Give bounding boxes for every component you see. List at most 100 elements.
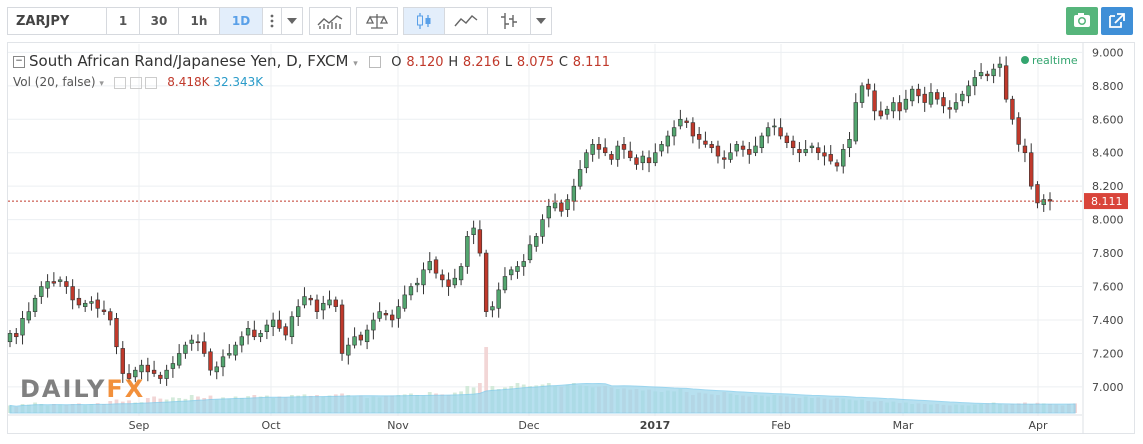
open-value: 8.120 (406, 55, 444, 70)
candle-body (346, 344, 351, 356)
candle-body (621, 144, 627, 150)
y-tick-label: 7.800 (1092, 247, 1124, 260)
candle-body (408, 286, 414, 296)
time-axis[interactable]: Sep Oct Nov Dec 2017 Feb Mar Apr (8, 414, 1082, 432)
candle-body (803, 149, 808, 154)
popout-button[interactable] (1101, 7, 1133, 35)
candle-body (195, 341, 201, 344)
candle-body (646, 157, 652, 164)
screenshot-button[interactable] (1066, 7, 1098, 35)
candle-body (64, 281, 69, 287)
settings-icon[interactable] (368, 55, 381, 68)
interval-30-label: 30 (150, 14, 168, 28)
candle-body (722, 157, 727, 160)
candle-body (471, 227, 476, 235)
candle-body (139, 364, 144, 373)
candles-style-button[interactable] (403, 7, 445, 35)
candle-body (327, 299, 332, 306)
price-axis[interactable]: 9.000 8.800 8.600 8.400 8.200 8.000 7.800 7.600… (1082, 43, 1128, 434)
candle-body (822, 152, 827, 157)
candle-body (609, 154, 614, 160)
volume-settings-icon[interactable] (113, 76, 126, 89)
dailyfx-logo: DAILYFX (20, 375, 145, 403)
last-price-tag (1084, 193, 1128, 210)
series-title: South African Rand/Japanese Yen, D, FXCM (29, 52, 349, 70)
candle-body (277, 319, 282, 329)
x-tick-label: Dec (518, 419, 539, 432)
candle-body (696, 134, 702, 140)
volume-menu-chevron-icon[interactable]: ▾ (99, 79, 104, 89)
chart-style-dropdown[interactable] (530, 7, 552, 35)
series-menu-chevron-icon[interactable]: ▾ (353, 59, 358, 69)
candle-body (653, 152, 658, 164)
interval-1d-button[interactable]: 1D (219, 7, 263, 35)
candle-body (214, 366, 219, 373)
candle-body (427, 261, 432, 271)
candle-body (978, 72, 984, 77)
open-label: O (391, 55, 402, 70)
candle-body (515, 266, 520, 272)
candle-body (245, 328, 251, 336)
candle-body (603, 147, 608, 154)
line-style-button[interactable] (444, 7, 488, 35)
indicators-button[interactable] (309, 7, 351, 35)
interval-30-button[interactable]: 30 (139, 7, 179, 35)
candle-body (308, 297, 313, 301)
candle-body (396, 306, 401, 319)
candle-body (502, 276, 508, 291)
volume-bar (484, 347, 489, 413)
candle-body (953, 102, 959, 110)
candle-body (458, 266, 464, 281)
toolbar: ZARJPY 1 30 1h 1D (0, 0, 1143, 40)
collapse-icon[interactable]: − (13, 55, 25, 68)
bars-style-button[interactable] (487, 7, 531, 35)
interval-1h-label: 1h (190, 14, 208, 28)
candle-body (114, 318, 119, 348)
x-tick-label: Oct (261, 419, 281, 432)
candle-body (57, 279, 63, 282)
high-label: H (448, 55, 459, 70)
candle-body (490, 306, 495, 311)
candle-body (997, 63, 1003, 68)
symbol-label: ZARJPY (16, 13, 70, 29)
candle-body (446, 279, 451, 287)
more-intervals-button[interactable] (262, 7, 282, 35)
candle-body (1010, 98, 1015, 120)
candle-body (747, 149, 752, 155)
candle-body (916, 88, 921, 97)
candle-body (233, 344, 238, 356)
candle-body (1029, 152, 1034, 187)
candle-body (496, 289, 501, 309)
candle-body (765, 127, 771, 137)
volume-bars (8, 347, 1077, 414)
candle-body (947, 107, 952, 110)
candle-body (402, 294, 407, 309)
candle-body (158, 374, 163, 379)
candle-body (772, 125, 777, 128)
candle-body (972, 77, 977, 87)
candle-body (433, 259, 439, 274)
compare-button[interactable] (356, 7, 398, 35)
candle-body (39, 286, 44, 297)
interval-dropdown-button[interactable] (281, 7, 303, 35)
volume-ma-value: 32.343K (213, 75, 264, 89)
candle-body (828, 154, 833, 162)
y-tick-label: 7.000 (1092, 381, 1124, 394)
candle-body (740, 145, 746, 150)
volume-format-icon[interactable] (129, 76, 142, 89)
candle-body (126, 373, 132, 379)
grid (8, 44, 1082, 416)
candle-body (853, 102, 858, 142)
volume-close-icon[interactable] (145, 76, 158, 89)
interval-1d-label: 1D (231, 14, 251, 28)
candle-body (371, 319, 376, 331)
x-tick-label: 2017 (640, 419, 671, 432)
candle-body (183, 344, 188, 354)
close-label: C (558, 55, 568, 70)
symbol-search-button[interactable]: ZARJPY (7, 7, 107, 35)
candle-body (314, 299, 320, 312)
candle-body (897, 102, 902, 112)
candle-body (759, 135, 764, 149)
interval-1-label: 1 (118, 14, 128, 28)
